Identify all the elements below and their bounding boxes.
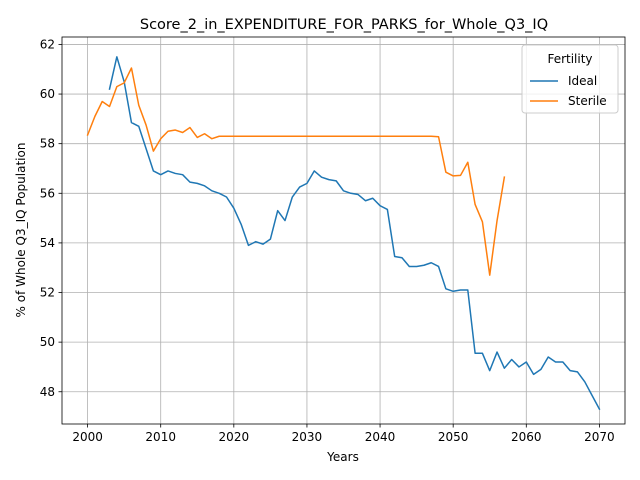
- x-tick-label: 2020: [219, 430, 250, 444]
- x-tick-label: 2050: [438, 430, 469, 444]
- y-axis-ticks: 48 50 52 54 56 58 60 62: [40, 37, 62, 399]
- legend: Fertility Ideal Sterile: [521, 44, 619, 114]
- y-tick-label: 60: [40, 87, 55, 101]
- series-lines: [86, 56, 601, 411]
- x-axis-label: Years: [326, 450, 359, 464]
- x-tick-label: 2060: [511, 430, 542, 444]
- y-tick-label: 54: [40, 236, 55, 250]
- x-tick-label: 2010: [145, 430, 176, 444]
- y-tick-label: 48: [40, 385, 55, 399]
- legend-title: Fertility: [547, 52, 592, 66]
- y-tick-label: 50: [40, 335, 55, 349]
- y-tick-label: 62: [40, 37, 55, 51]
- chart-title: Score_2_in_EXPENDITURE_FOR_PARKS_for_Who…: [140, 17, 548, 33]
- legend-label-sterile: Sterile: [568, 94, 607, 108]
- plot-frame: [61, 36, 626, 425]
- x-tick-label: 2040: [365, 430, 396, 444]
- legend-label-ideal: Ideal: [568, 74, 597, 88]
- y-axis-label: % of Whole Q3_IQ Population: [14, 143, 28, 318]
- series-line-sterile: [86, 67, 506, 276]
- x-tick-label: 2070: [584, 430, 615, 444]
- x-tick-label: 2030: [292, 430, 323, 444]
- y-tick-label: 58: [40, 137, 55, 151]
- series-line-ideal: [108, 56, 601, 411]
- y-tick-label: 56: [40, 186, 55, 200]
- x-axis-ticks: 2000 2010 2020 2030 2040 2050 2060 2070: [72, 424, 615, 444]
- legend-box: [521, 44, 619, 114]
- y-tick-label: 52: [40, 286, 55, 300]
- x-tick-label: 2000: [72, 430, 103, 444]
